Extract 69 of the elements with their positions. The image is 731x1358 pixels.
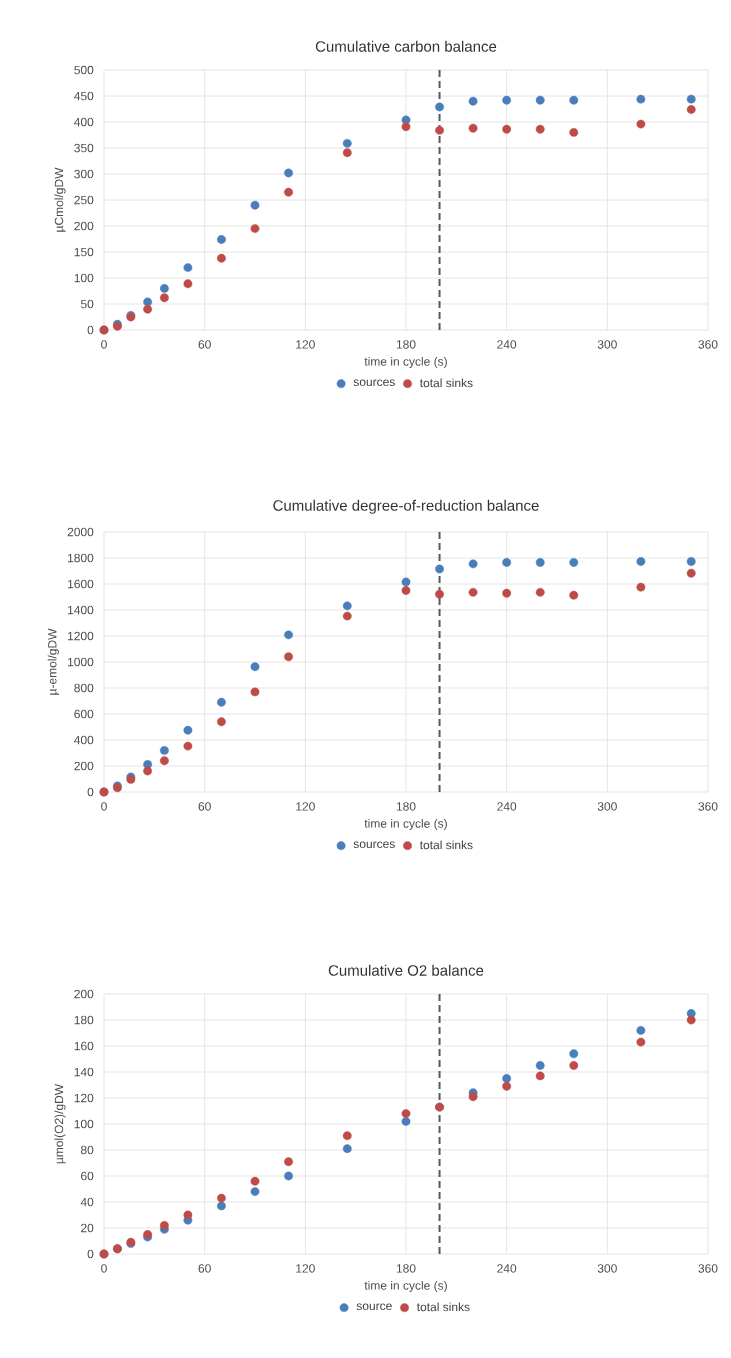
chart-title: Cumulative degree-of-reduction balance [273, 499, 539, 514]
x-axis-title: time in cycle (s) [364, 818, 447, 831]
x-tick-label: 300 [597, 340, 617, 349]
chart-title: Cumulative carbon balance [315, 40, 497, 52]
legend-label: sources [353, 379, 395, 387]
y-tick-label: 350 [74, 143, 94, 153]
x-tick-label: 120 [296, 340, 315, 349]
legend-label: total sinks [419, 378, 473, 388]
y-axis-title: µmol(O2)/gDW [54, 1083, 66, 1164]
y-tick-label: 600 [74, 709, 94, 719]
y-tick-label: 1200 [68, 631, 94, 641]
legend-label: total sinks [416, 1302, 470, 1312]
x-tick-label: 240 [497, 340, 517, 349]
chart-title: Cumulative O2 balance [328, 964, 484, 976]
y-tick-label: 400 [74, 117, 94, 127]
x-tick-label: 120 [296, 802, 315, 811]
x-tick-label: 240 [497, 802, 517, 811]
y-tick-label: 40 [80, 1197, 94, 1207]
y-tick-label: 400 [74, 735, 94, 745]
legend-label: source [356, 1303, 392, 1311]
y-tick-label: 300 [74, 169, 94, 179]
x-tick-label: 60 [198, 1264, 211, 1273]
x-tick-label: 120 [296, 1264, 315, 1273]
x-axis-title: time in cycle (s) [364, 356, 447, 369]
y-tick-label: 100 [74, 1119, 94, 1129]
y-tick-label: 140 [74, 1067, 94, 1077]
y-tick-label: 0 [87, 787, 94, 797]
y-tick-label: 1600 [68, 579, 94, 589]
y-tick-label: 200 [74, 221, 94, 231]
y-axis-title: µCmol/gDW [54, 167, 66, 232]
y-tick-label: 50 [80, 299, 94, 309]
x-tick-label: 300 [597, 1264, 617, 1273]
x-tick-label: 180 [396, 340, 416, 349]
legend-label: sources [353, 841, 395, 849]
y-tick-label: 160 [74, 1041, 94, 1051]
y-tick-label: 500 [74, 65, 94, 75]
x-tick-label: 300 [597, 802, 617, 811]
x-tick-label: 360 [698, 340, 718, 349]
x-tick-label: 180 [396, 1264, 416, 1273]
x-tick-label: 0 [101, 340, 107, 349]
y-tick-label: 450 [74, 91, 94, 101]
y-tick-label: 100 [74, 273, 94, 283]
y-axis-title: µ-emol/gDW [47, 628, 59, 695]
y-tick-label: 1800 [68, 553, 94, 563]
y-tick-label: 0 [87, 325, 94, 335]
x-tick-label: 180 [396, 802, 416, 811]
y-tick-label: 20 [81, 1223, 94, 1233]
legend-label: total sinks [419, 840, 473, 850]
y-tick-label: 150 [74, 247, 94, 257]
x-tick-label: 360 [698, 1264, 718, 1273]
x-tick-label: 0 [101, 1264, 107, 1273]
y-tick-label: 80 [80, 1145, 94, 1155]
y-tick-label: 250 [74, 195, 94, 205]
y-tick-label: 800 [74, 683, 94, 693]
y-tick-label: 0 [87, 1249, 94, 1259]
y-tick-label: 200 [74, 989, 94, 999]
y-tick-label: 120 [74, 1093, 94, 1103]
y-tick-label: 180 [74, 1015, 94, 1025]
y-tick-label: 1400 [68, 605, 94, 615]
x-axis-title: time in cycle (s) [364, 1280, 447, 1293]
y-tick-label: 1000 [68, 657, 94, 667]
y-tick-label: 200 [74, 761, 94, 771]
y-tick-label: 60 [81, 1171, 94, 1181]
y-tick-label: 2000 [67, 527, 94, 537]
x-tick-label: 0 [101, 802, 107, 811]
x-tick-label: 240 [497, 1264, 517, 1273]
x-tick-label: 360 [698, 802, 718, 811]
x-tick-label: 60 [198, 802, 211, 811]
x-tick-label: 60 [198, 340, 211, 349]
